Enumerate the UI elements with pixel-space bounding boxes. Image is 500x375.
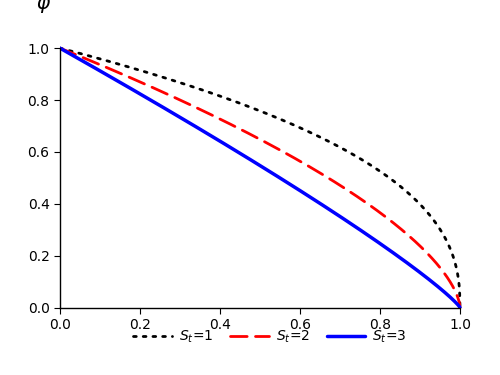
Line: $S_t$=3: $S_t$=3 bbox=[60, 48, 460, 308]
Legend: $S_t$=1, $S_t$=2, $S_t$=3: $S_t$=1, $S_t$=2, $S_t$=3 bbox=[128, 323, 412, 351]
$S_t$=2 bbox=[233, 125, 239, 129]
$S_t$=3 bbox=[57, 46, 63, 50]
$S_t$=3 bbox=[98, 69, 104, 74]
$S_t$=3 bbox=[376, 241, 382, 245]
$S_t$=1 bbox=[457, 305, 463, 310]
$S_t$=3 bbox=[332, 211, 338, 215]
$S_t$=2 bbox=[98, 63, 104, 67]
$S_t$=3 bbox=[457, 305, 463, 310]
$S_t$=1 bbox=[376, 168, 382, 173]
Line: $S_t$=2: $S_t$=2 bbox=[60, 48, 460, 308]
$S_t$=2 bbox=[457, 305, 463, 310]
$S_t$=1 bbox=[219, 94, 225, 99]
$S_t$=2 bbox=[219, 118, 225, 122]
$S_t$=3 bbox=[219, 140, 225, 144]
$S_t$=3 bbox=[369, 236, 375, 240]
$S_t$=1 bbox=[98, 57, 104, 62]
X-axis label: η: η bbox=[498, 312, 500, 332]
$S_t$=2 bbox=[332, 180, 338, 184]
$S_t$=2 bbox=[57, 46, 63, 50]
$S_t$=1 bbox=[233, 100, 239, 104]
Y-axis label: ϕ: ϕ bbox=[36, 0, 50, 13]
$S_t$=1 bbox=[332, 142, 338, 147]
$S_t$=2 bbox=[369, 204, 375, 209]
Line: $S_t$=1: $S_t$=1 bbox=[60, 48, 460, 308]
$S_t$=1 bbox=[369, 164, 375, 168]
$S_t$=1 bbox=[57, 46, 63, 50]
$S_t$=3 bbox=[233, 149, 239, 153]
$S_t$=2 bbox=[376, 210, 382, 214]
